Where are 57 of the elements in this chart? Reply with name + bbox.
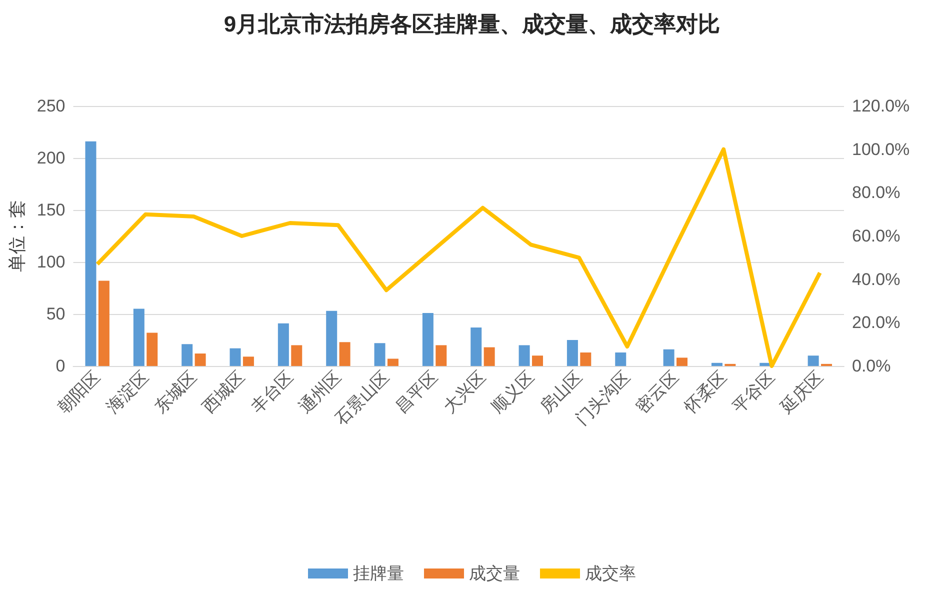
x-tick-label: 丰台区 xyxy=(247,367,297,417)
y-tick-label: 250 xyxy=(36,96,66,116)
y-tick-label: 0 xyxy=(56,356,66,376)
y2-tick-label: 100.0% xyxy=(852,140,910,159)
x-tick-label: 顺义区 xyxy=(488,367,538,417)
x-tick-label: 怀柔区 xyxy=(680,367,730,418)
bar xyxy=(278,323,289,366)
y2-tick-label: 40.0% xyxy=(852,270,900,289)
bar xyxy=(615,352,626,366)
bar xyxy=(182,344,193,366)
bar xyxy=(663,349,674,366)
y2-tick-label: 80.0% xyxy=(852,183,900,202)
y2-tick-label: 60.0% xyxy=(852,226,900,246)
bar xyxy=(339,342,350,366)
x-tick-label: 东城区 xyxy=(150,367,200,417)
chart-title: 9月北京市法拍房各区挂牌量、成交量、成交率对比 xyxy=(224,12,720,36)
bar xyxy=(374,343,386,366)
x-tick-label: 大兴区 xyxy=(440,367,490,417)
bar xyxy=(146,332,158,366)
bar xyxy=(484,347,495,366)
bar xyxy=(470,328,482,366)
x-tick-label: 昌平区 xyxy=(392,367,442,417)
x-tick-label: 平谷区 xyxy=(728,367,778,417)
bar xyxy=(133,308,144,366)
x-tick-label: 延庆区 xyxy=(776,367,827,418)
x-tick-label: 密云区 xyxy=(632,367,682,417)
bar xyxy=(194,354,206,366)
bar xyxy=(98,280,110,366)
y-axis-title: 单位：套 xyxy=(7,200,27,272)
bar xyxy=(326,310,338,366)
bar xyxy=(518,345,530,366)
y2-tick-label: 0.0% xyxy=(852,356,891,376)
bar xyxy=(580,352,592,366)
bar xyxy=(242,356,254,366)
legend-label: 挂牌量 xyxy=(353,564,404,583)
bar xyxy=(85,141,96,366)
bar xyxy=(387,358,398,366)
bar xyxy=(230,348,241,366)
bar xyxy=(711,362,722,366)
bar xyxy=(676,358,688,366)
bar xyxy=(808,356,819,366)
x-tick-label: 海淀区 xyxy=(102,367,152,417)
y-tick-label: 200 xyxy=(36,148,66,168)
bar xyxy=(532,356,543,366)
bar xyxy=(436,345,447,366)
y-tick-label: 50 xyxy=(46,304,66,324)
y-tick-label: 100 xyxy=(36,252,66,272)
line-series xyxy=(95,147,822,368)
bar xyxy=(291,345,302,366)
bar xyxy=(422,312,434,366)
y2-tick-label: 120.0% xyxy=(852,96,910,116)
bar xyxy=(566,340,578,366)
y2-tick-label: 20.0% xyxy=(852,313,900,332)
legend-label: 成交率 xyxy=(585,564,636,583)
y-tick-label: 150 xyxy=(36,200,66,220)
x-tick-label: 西城区 xyxy=(199,367,249,417)
legend-label: 成交量 xyxy=(469,564,520,583)
